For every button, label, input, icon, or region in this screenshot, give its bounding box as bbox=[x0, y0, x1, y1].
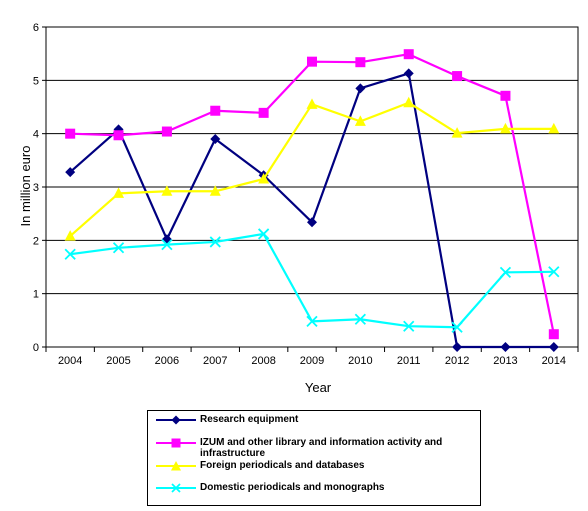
y-tick-label: 3 bbox=[33, 182, 39, 194]
series-1 bbox=[65, 49, 559, 340]
series-line bbox=[69, 72, 554, 349]
y-tick-label: 2 bbox=[33, 235, 39, 247]
data-point bbox=[64, 230, 76, 241]
data-point bbox=[548, 266, 560, 278]
data-point bbox=[548, 342, 559, 352]
series-lines bbox=[64, 49, 560, 352]
legend-swatch-izum bbox=[156, 438, 196, 448]
x-tick-label: 2013 bbox=[493, 355, 517, 367]
data-point bbox=[500, 90, 511, 101]
data-point bbox=[403, 68, 414, 79]
data-point bbox=[161, 234, 172, 245]
data-point bbox=[258, 107, 269, 118]
data-point bbox=[161, 126, 172, 137]
data-point bbox=[65, 128, 76, 139]
data-point bbox=[113, 130, 124, 141]
x-tick-label: 2010 bbox=[348, 355, 372, 367]
data-point bbox=[210, 134, 221, 144]
x-tick-label: 2006 bbox=[155, 355, 179, 367]
data-point bbox=[209, 185, 221, 196]
data-point bbox=[452, 342, 463, 352]
x-axis-title: Year bbox=[305, 380, 332, 395]
axes bbox=[42, 26, 579, 352]
data-point bbox=[451, 127, 463, 138]
data-point bbox=[499, 122, 511, 134]
data-point bbox=[499, 266, 512, 278]
data-point bbox=[354, 115, 366, 126]
legend-label-domestic-periodicals: Domestic periodicals and monographs bbox=[200, 482, 385, 493]
data-point bbox=[403, 320, 415, 332]
x-tick-label: 2008 bbox=[251, 355, 275, 367]
data-point bbox=[452, 71, 463, 82]
data-point bbox=[257, 228, 270, 240]
y-tick-label: 5 bbox=[33, 75, 39, 87]
series-line bbox=[69, 101, 554, 237]
y-axis-title: In million euro bbox=[18, 146, 33, 227]
x-tick-label: 2011 bbox=[397, 355, 421, 367]
data-point bbox=[210, 105, 221, 116]
data-point bbox=[354, 313, 367, 325]
legend-swatch-domestic-periodicals bbox=[156, 483, 196, 493]
data-point bbox=[306, 315, 318, 328]
data-point bbox=[113, 187, 125, 198]
data-point bbox=[161, 238, 173, 251]
series-2 bbox=[64, 96, 560, 241]
x-tick-labels: 2004 2005 2006 2007 2008 2009 2010 2011 2012 2013… bbox=[58, 355, 566, 367]
legend-swatch-research-equipment bbox=[156, 415, 196, 425]
legend-swatch-foreign-periodicals bbox=[156, 461, 196, 471]
data-point bbox=[307, 217, 317, 228]
data-point bbox=[548, 329, 559, 340]
y-tick-label: 1 bbox=[33, 289, 39, 301]
data-point bbox=[500, 342, 511, 352]
series-line bbox=[70, 232, 554, 329]
y-tick-labels: 0 1 2 3 4 5 6 bbox=[33, 22, 39, 354]
data-point bbox=[355, 83, 366, 94]
y-tick-label: 0 bbox=[33, 342, 39, 354]
plot-area-border bbox=[45, 26, 579, 348]
data-point bbox=[112, 242, 125, 254]
series-0 bbox=[65, 68, 559, 352]
x-tick-label: 2005 bbox=[106, 355, 130, 367]
x-tick-label: 2009 bbox=[300, 355, 324, 367]
data-point bbox=[355, 57, 366, 68]
data-point bbox=[403, 49, 414, 60]
series-line bbox=[70, 53, 555, 335]
x-tick-label: 2014 bbox=[542, 355, 566, 367]
data-point bbox=[258, 173, 270, 184]
x-tick-label: 2012 bbox=[445, 355, 469, 367]
data-point bbox=[306, 98, 318, 109]
series-3 bbox=[64, 228, 560, 333]
data-point bbox=[161, 185, 173, 196]
x-tick-label: 2007 bbox=[203, 355, 227, 367]
legend-label-foreign-periodicals: Foreign periodicals and databases bbox=[200, 460, 365, 471]
data-point bbox=[64, 248, 76, 260]
x-tick-label: 2004 bbox=[58, 355, 82, 367]
legend-label-izum: IZUM and other library and information a… bbox=[200, 437, 443, 459]
data-point bbox=[451, 321, 463, 333]
y-tick-label: 6 bbox=[33, 22, 39, 34]
data-point bbox=[403, 96, 415, 108]
y-tick-label: 4 bbox=[33, 129, 39, 141]
data-point bbox=[209, 236, 221, 248]
data-point bbox=[307, 56, 317, 67]
legend: Research equipment IZUM and other librar… bbox=[147, 410, 481, 506]
legend-label-research-equipment: Research equipment bbox=[200, 414, 299, 425]
grid-lines bbox=[46, 26, 578, 295]
data-point bbox=[65, 167, 76, 178]
data-point bbox=[548, 122, 560, 134]
